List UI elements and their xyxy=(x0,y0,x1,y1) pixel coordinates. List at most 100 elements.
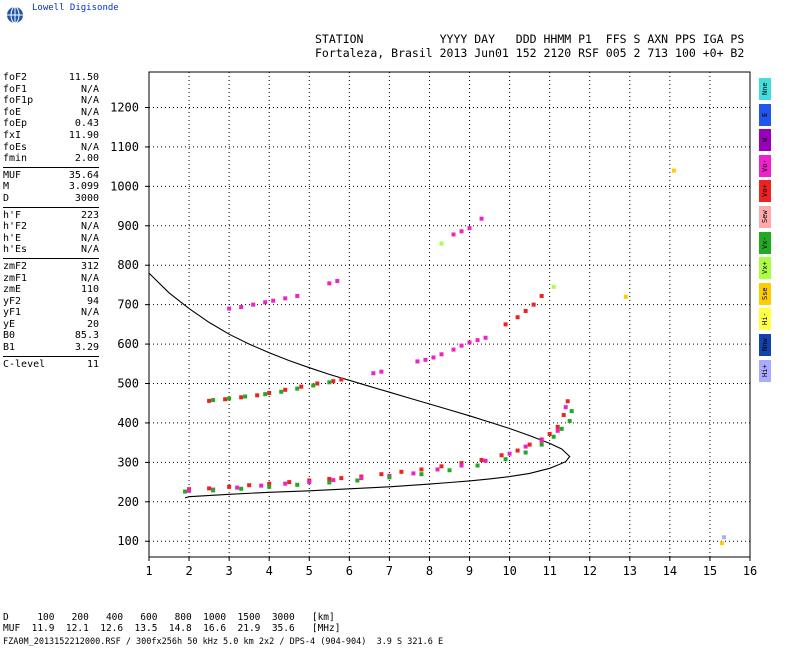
echo-mark-vx- xyxy=(539,442,544,447)
y-tick-label: 100 xyxy=(117,534,139,548)
y-tick-label: 1000 xyxy=(110,179,139,193)
echo-mark-vo- xyxy=(339,476,344,481)
y-tick-label: 200 xyxy=(117,495,139,509)
echo-mark-vo- xyxy=(563,405,568,410)
echo-mark-vo- xyxy=(515,315,520,320)
param-value: N/A xyxy=(80,221,99,233)
echo-mark-vx- xyxy=(211,398,216,403)
echo-mark-vx- xyxy=(355,478,360,483)
param-label: B0 xyxy=(3,330,16,342)
echo-mark-vo- xyxy=(555,424,560,429)
echo-mark-vo- xyxy=(239,395,244,400)
plot-frame xyxy=(148,71,751,558)
param-label: h'F xyxy=(3,209,22,221)
param-row: h'Es N/A xyxy=(3,244,99,256)
distance-row: D 100 200 400 600 800 1000 1500 3000 [km… xyxy=(3,612,335,623)
y-tick-label: 1100 xyxy=(110,140,139,154)
echo-mark-vx- xyxy=(243,394,248,399)
echo-mark-vx- xyxy=(387,475,392,480)
y-tick-label: 900 xyxy=(117,219,139,233)
echo-mark-vo- xyxy=(547,431,552,436)
echo-mark-vo- xyxy=(379,472,384,477)
echo-mark-vo- xyxy=(359,476,364,481)
param-value: 223 xyxy=(80,209,99,221)
x-tick-label: 2 xyxy=(185,564,192,578)
param-label: M xyxy=(3,181,10,193)
param-value: 94 xyxy=(86,295,99,307)
param-value: 0.43 xyxy=(74,118,99,130)
polarization-legend: Nne E W Vo- Vo+ Sew Vx- Vx+ Sse Hi- Nnw Hi+ xyxy=(759,78,772,385)
echo-mark-vo- xyxy=(263,300,268,305)
param-row: yF1 N/A xyxy=(3,307,99,319)
x-tick-label: 3 xyxy=(226,564,233,578)
param-label: yF2 xyxy=(3,295,22,307)
legend-item: Hi+ xyxy=(759,359,771,382)
x-tick-label: 6 xyxy=(346,564,353,578)
param-label: yF1 xyxy=(3,307,22,319)
electron-density-profile xyxy=(148,272,571,499)
echo-mark-vo- xyxy=(561,413,566,418)
echo-mark-vo- xyxy=(451,347,456,352)
legend-item: E xyxy=(759,103,771,126)
echo-mark-vo- xyxy=(539,293,544,298)
param-label: h'Es xyxy=(3,244,28,256)
legend-item: Vo+ xyxy=(759,180,771,203)
x-tick-label: 4 xyxy=(266,564,273,578)
echo-mark-vo- xyxy=(247,483,252,488)
echo-mark-vo- xyxy=(339,377,344,382)
param-value: N/A xyxy=(80,83,99,95)
echo-mark-vo- xyxy=(459,461,464,466)
param-row: zmF2 312 xyxy=(3,261,99,273)
echo-mark-vo- xyxy=(439,464,444,469)
legend-item: Sse xyxy=(759,282,771,305)
echo-mark-vo- xyxy=(565,399,570,404)
param-value: N/A xyxy=(80,272,99,284)
echo-mark-vx- xyxy=(439,241,444,246)
y-tick-label: 500 xyxy=(117,377,139,391)
echo-mark-vx- xyxy=(227,396,232,401)
echo-mark-vo- xyxy=(555,428,560,433)
x-tick-label: 1 xyxy=(145,564,152,578)
legend-item: Sew xyxy=(759,205,771,228)
echo-mark-sse xyxy=(719,541,724,546)
param-value: 3.29 xyxy=(74,342,99,354)
param-value: 3.099 xyxy=(68,181,99,193)
param-label: fmin xyxy=(3,153,28,165)
echo-mark-vo- xyxy=(515,448,520,453)
echo-mark-vo- xyxy=(283,296,288,301)
echo-mark-vo- xyxy=(475,338,480,343)
echo-mark-vo- xyxy=(207,398,212,403)
echo-mark-vo- xyxy=(267,481,272,486)
echo-mark-vo- xyxy=(523,444,528,449)
param-row: B1 3.29 xyxy=(3,342,99,354)
header-line-1: STATION YYYY DAY DDD HHMM P1 FFS S AXN P… xyxy=(315,32,745,46)
param-row: D 3000 xyxy=(3,193,99,205)
param-row: foEs N/A xyxy=(3,142,99,154)
param-row: MUF 35.64 xyxy=(3,170,99,182)
echo-mark-vo- xyxy=(327,281,332,286)
echo-mark-vo- xyxy=(315,381,320,386)
param-row: fxI 11.90 xyxy=(3,130,99,142)
param-row: yE 20 xyxy=(3,319,99,331)
echo-mark-vo- xyxy=(399,469,404,474)
x-tick-label: 8 xyxy=(426,564,433,578)
echo-mark-vx- xyxy=(183,489,188,494)
x-tick-label: 7 xyxy=(386,564,393,578)
param-row: foF1 N/A xyxy=(3,84,99,96)
param-value: 20 xyxy=(86,318,99,330)
echo-mark-vo- xyxy=(439,352,444,357)
param-row: h'F 223 xyxy=(3,210,99,222)
echo-mark-vo- xyxy=(379,369,384,374)
echo-mark-vo- xyxy=(271,298,276,303)
param-row: B0 85.3 xyxy=(3,330,99,342)
param-row: h'F2 N/A xyxy=(3,221,99,233)
echo-mark-vo- xyxy=(479,458,484,462)
param-label: zmF1 xyxy=(3,272,28,284)
x-tick-label: 5 xyxy=(306,564,313,578)
echo-mark-vo- xyxy=(435,467,440,472)
echo-mark-vx- xyxy=(327,480,332,485)
y-tick-label: 1200 xyxy=(110,100,139,114)
param-label: zmE xyxy=(3,284,22,296)
logo-text: Lowell Digisonde xyxy=(32,3,119,13)
